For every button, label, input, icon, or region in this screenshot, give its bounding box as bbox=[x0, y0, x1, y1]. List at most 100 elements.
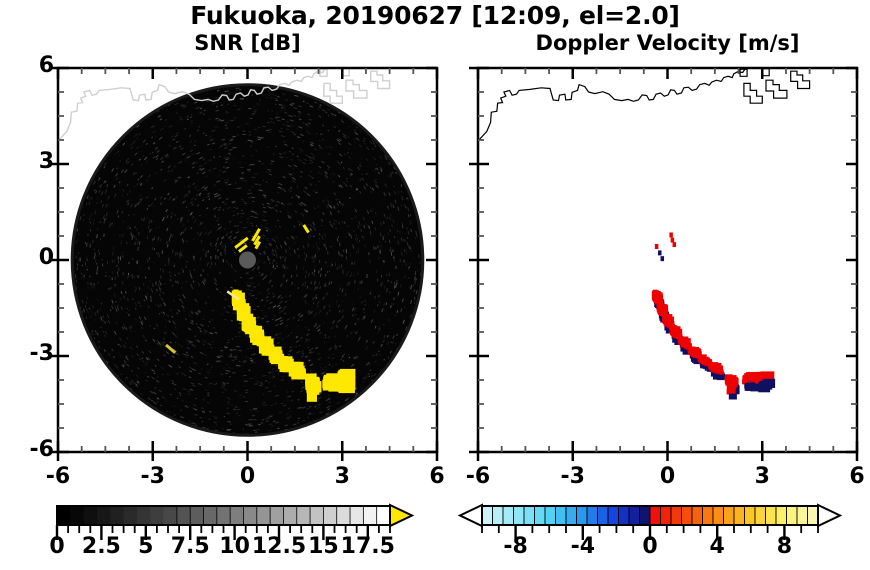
noise-pixel bbox=[401, 251, 403, 255]
noise-pixel bbox=[96, 173, 100, 178]
noise-pixel bbox=[305, 154, 309, 158]
noise-pixel bbox=[285, 257, 287, 259]
noise-pixel bbox=[150, 288, 154, 293]
noise-pixel bbox=[315, 322, 317, 325]
noise-pixel bbox=[346, 281, 349, 286]
noise-pixel bbox=[395, 265, 397, 269]
noise-pixel bbox=[235, 224, 240, 228]
noise-pixel bbox=[375, 353, 378, 357]
noise-pixel bbox=[128, 309, 130, 312]
noise-pixel bbox=[395, 281, 398, 286]
noise-pixel bbox=[158, 389, 162, 393]
noise-pixel bbox=[160, 304, 163, 308]
noise-pixel bbox=[253, 109, 258, 111]
noise-pixel bbox=[255, 297, 257, 300]
noise-pixel bbox=[374, 212, 377, 215]
noise-pixel bbox=[174, 352, 178, 355]
noise-pixel bbox=[238, 361, 241, 363]
noise-pixel bbox=[345, 255, 347, 259]
noise-pixel bbox=[98, 190, 101, 193]
noise-pixel bbox=[384, 285, 386, 289]
noise-pixel bbox=[333, 192, 337, 196]
noise-pixel bbox=[347, 271, 349, 273]
noise-pixel bbox=[245, 356, 248, 358]
noise-pixel bbox=[205, 253, 207, 258]
noise-pixel bbox=[363, 311, 366, 314]
noise-pixel bbox=[185, 280, 188, 283]
noise-pixel bbox=[148, 257, 150, 260]
snr-colorbar-segment bbox=[189, 505, 205, 526]
noise-pixel bbox=[386, 341, 390, 345]
noise-pixel bbox=[315, 296, 318, 299]
noise-pixel bbox=[268, 423, 272, 426]
noise-pixel bbox=[218, 155, 222, 158]
noise-pixel bbox=[299, 314, 303, 318]
doppler-xtick-label: -3 bbox=[560, 464, 585, 489]
noise-pixel bbox=[296, 136, 301, 139]
snr-disk-edge bbox=[70, 83, 425, 437]
noise-pixel bbox=[183, 374, 187, 377]
noise-pixel bbox=[291, 379, 294, 381]
noise-pixel bbox=[372, 341, 375, 344]
noise-pixel bbox=[265, 171, 270, 174]
noise-pixel bbox=[233, 104, 237, 107]
noise-pixel bbox=[119, 297, 121, 300]
noise-pixel bbox=[258, 424, 261, 426]
noise-pixel bbox=[389, 212, 392, 217]
noise-pixel bbox=[126, 193, 129, 196]
noise-pixel bbox=[414, 297, 416, 299]
noise-pixel bbox=[298, 359, 301, 361]
noise-pixel bbox=[174, 388, 177, 391]
noise-pixel bbox=[157, 341, 162, 346]
noise-pixel bbox=[393, 281, 396, 285]
noise-pixel bbox=[75, 279, 78, 283]
noise-pixel bbox=[254, 173, 258, 175]
noise-pixel bbox=[180, 104, 184, 107]
noise-pixel bbox=[216, 356, 221, 359]
noise-pixel bbox=[176, 132, 179, 135]
noise-pixel bbox=[293, 107, 298, 110]
noise-pixel bbox=[380, 222, 382, 226]
noise-pixel bbox=[333, 125, 336, 128]
noise-pixel bbox=[182, 305, 185, 309]
noise-pixel bbox=[177, 294, 180, 297]
noise-pixel bbox=[313, 323, 318, 328]
noise-pixel bbox=[169, 271, 171, 274]
noise-pixel bbox=[347, 354, 350, 357]
noise-pixel bbox=[364, 137, 366, 140]
noise-pixel bbox=[204, 388, 208, 391]
noise-pixel bbox=[298, 407, 302, 410]
noise-pixel bbox=[139, 266, 141, 269]
doppler-site-speck bbox=[672, 242, 677, 248]
noise-pixel bbox=[329, 221, 331, 223]
noise-pixel bbox=[280, 337, 285, 341]
noise-pixel bbox=[259, 272, 263, 277]
noise-pixel bbox=[278, 153, 283, 155]
noise-pixel bbox=[304, 186, 308, 190]
noise-pixel bbox=[241, 155, 245, 157]
noise-pixel bbox=[194, 279, 196, 282]
noise-pixel bbox=[375, 181, 377, 184]
noise-pixel bbox=[308, 155, 312, 159]
noise-pixel bbox=[133, 275, 136, 280]
noise-pixel bbox=[282, 264, 284, 268]
noise-pixel bbox=[246, 288, 250, 291]
noise-pixel bbox=[302, 100, 305, 103]
noise-pixel bbox=[277, 294, 282, 299]
noise-pixel bbox=[260, 422, 264, 424]
noise-pixel bbox=[282, 256, 285, 258]
noise-pixel bbox=[281, 375, 284, 378]
noise-pixel bbox=[337, 304, 341, 308]
noise-pixel bbox=[325, 274, 327, 277]
noise-pixel bbox=[251, 176, 256, 178]
noise-pixel bbox=[229, 119, 235, 122]
noise-pixel bbox=[232, 214, 236, 217]
noise-pixel bbox=[202, 268, 205, 273]
noise-pixel bbox=[270, 200, 275, 203]
noise-pixel bbox=[278, 182, 283, 186]
snr-colorbar-segment bbox=[309, 505, 325, 526]
noise-pixel bbox=[173, 405, 176, 407]
noise-pixel bbox=[237, 162, 242, 164]
noise-pixel bbox=[171, 222, 173, 225]
noise-pixel bbox=[278, 225, 282, 228]
